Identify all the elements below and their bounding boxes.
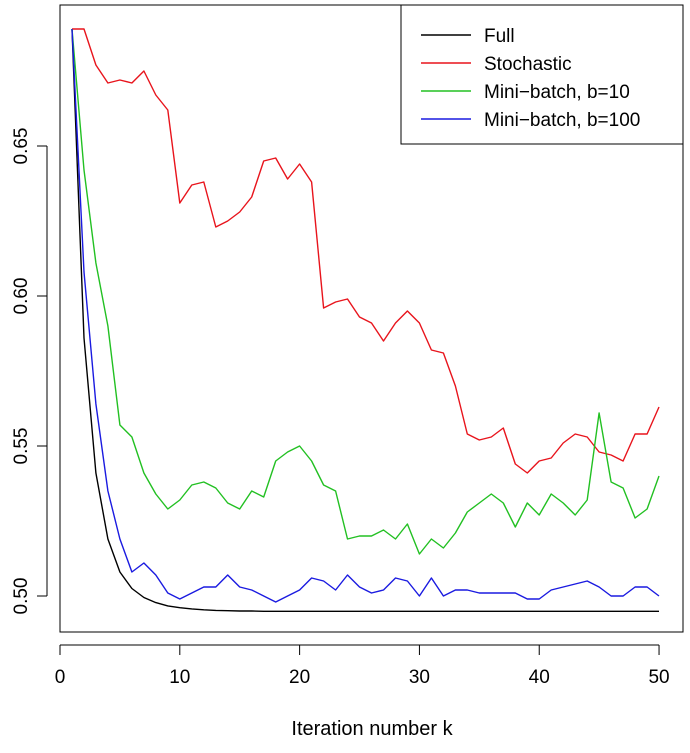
y-tick-label: 0.50 [11,578,32,615]
legend-label-0: Full [484,26,515,47]
x-axis-label: Iteration number k [291,718,453,740]
lines-layer [71,28,660,612]
x-tick-label: 10 [169,667,190,688]
plot-frame [59,4,684,633]
legend-label-1: Stochastic [484,54,572,75]
x-tick-label: 30 [409,667,430,688]
y-tick-label: 0.55 [11,428,32,465]
series-line-1 [72,28,660,474]
x-tick-label: 20 [289,667,310,688]
x-tick-label: 40 [529,667,550,688]
series-line-0 [71,28,659,612]
x-tick-label: 50 [648,667,669,688]
y-tick-label: 0.65 [11,128,32,165]
legend-label-2: Mini−batch, b=10 [484,82,630,103]
y-tick-label: 0.60 [11,278,32,315]
series-line-2 [71,28,660,555]
legend-label-3: Mini−batch, b=100 [484,110,640,131]
legend-box [400,4,684,145]
series-line-3 [71,28,660,603]
x-tick-label: 0 [55,667,66,688]
legend: Full Stochastic Mini−batch, b=10 Mini−batch… [400,4,684,145]
axes-layer: 0 10 20 30 40 50 0.50 0.55 0.60 0.65 [11,128,670,688]
